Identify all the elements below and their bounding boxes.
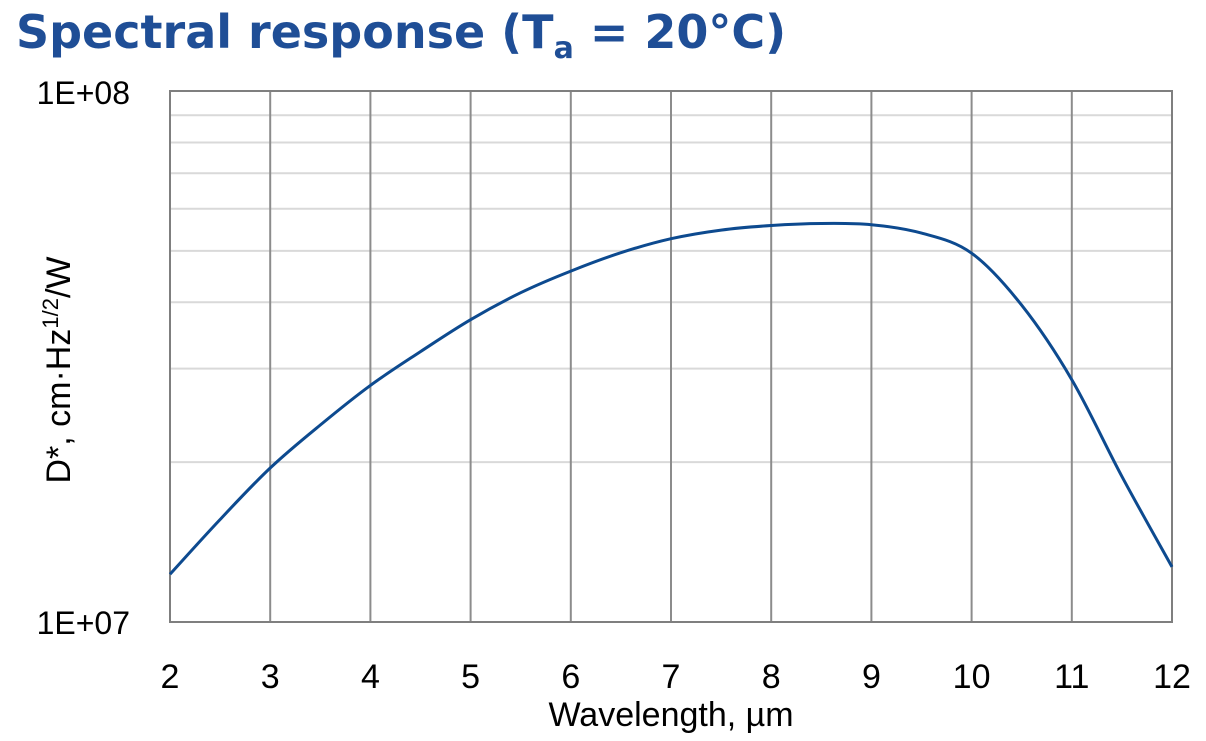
x-tick-label: 4	[361, 658, 380, 696]
x-tick-label: 7	[662, 658, 681, 696]
x-tick-label: 6	[561, 658, 580, 696]
y-tick-label-top: 1E+08	[37, 75, 130, 111]
x-tick-label: 9	[862, 658, 881, 696]
x-tick-label: 8	[762, 658, 781, 696]
series-line-dstar	[168, 221, 1174, 576]
chart-title-main: Spectral response (T	[16, 5, 554, 59]
chart-title-rest: = 20°C)	[574, 5, 786, 59]
y-axis-label-main: D*, cm·Hz	[40, 329, 78, 484]
x-tick-label: 5	[461, 658, 480, 696]
y-axis-label: D*, cm·Hz1/2/W	[38, 256, 78, 483]
x-tick-label: 3	[261, 658, 280, 696]
major-gridlines	[169, 91, 1173, 622]
y-tick-label-bottom: 1E+07	[37, 605, 130, 641]
x-tick-label: 11	[1054, 658, 1089, 696]
y-axis-label-rest: /W	[40, 256, 78, 298]
plot-frame	[169, 90, 1173, 623]
x-tick-label: 2	[161, 658, 180, 696]
x-axis-label: Wavelength, µm	[548, 696, 793, 734]
chart-title-subscript: a	[554, 31, 574, 66]
y-axis-label-sup: 1/2	[38, 298, 63, 329]
x-tick-label: 12	[1153, 658, 1191, 696]
x-tick-label: 10	[953, 658, 991, 696]
chart-title: Spectral response (Ta = 20°C)	[16, 5, 786, 66]
x-tick-labels: 2 3 4 5 6 7 8 9 10 11 12	[161, 658, 1191, 696]
